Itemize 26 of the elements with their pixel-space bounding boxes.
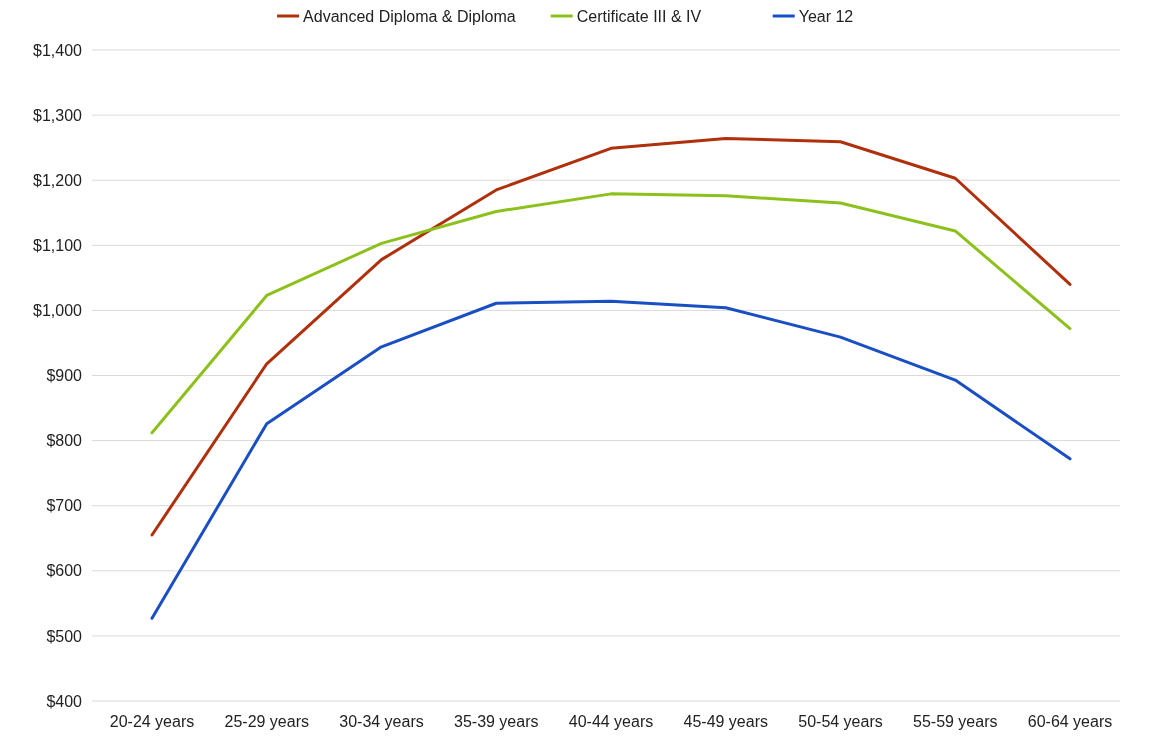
y-tick-label: $400: [46, 692, 83, 710]
y-tick-label: $600: [46, 562, 83, 580]
x-tick-label: 55-59 years: [913, 713, 998, 730]
y-tick-label: $700: [46, 497, 83, 515]
line-series: [150, 299, 1072, 620]
y-tick-label: $500: [46, 627, 83, 645]
y-tick-label: $1,100: [33, 236, 83, 254]
x-tick-label: 45-49 years: [683, 713, 768, 730]
y-tick-label: $1,300: [33, 106, 83, 124]
y-tick-label: $1,000: [33, 302, 83, 319]
line-series: [150, 192, 1072, 435]
y-tick-label: $1,400: [33, 41, 83, 59]
y-tick-label: $1,200: [33, 171, 83, 189]
y-tick-label: $800: [46, 432, 83, 450]
x-tick-label: 25-29 years: [224, 713, 309, 730]
legend-label: Certificate III & IV: [576, 7, 702, 25]
x-tick-label: 30-34 years: [339, 713, 424, 730]
x-tick-label: 50-54 years: [798, 713, 883, 730]
legend-label: Year 12: [798, 7, 854, 25]
x-tick-label: 35-39 years: [454, 713, 539, 730]
y-tick-label: $900: [46, 367, 83, 385]
legend-label: Advanced Diploma & Diploma: [303, 7, 516, 25]
x-tick-label: 20-24 years: [109, 713, 195, 730]
line-series: [150, 137, 1072, 537]
x-tick-label: 40-44 years: [568, 713, 654, 730]
x-tick-label: 60-64 years: [1027, 713, 1113, 730]
